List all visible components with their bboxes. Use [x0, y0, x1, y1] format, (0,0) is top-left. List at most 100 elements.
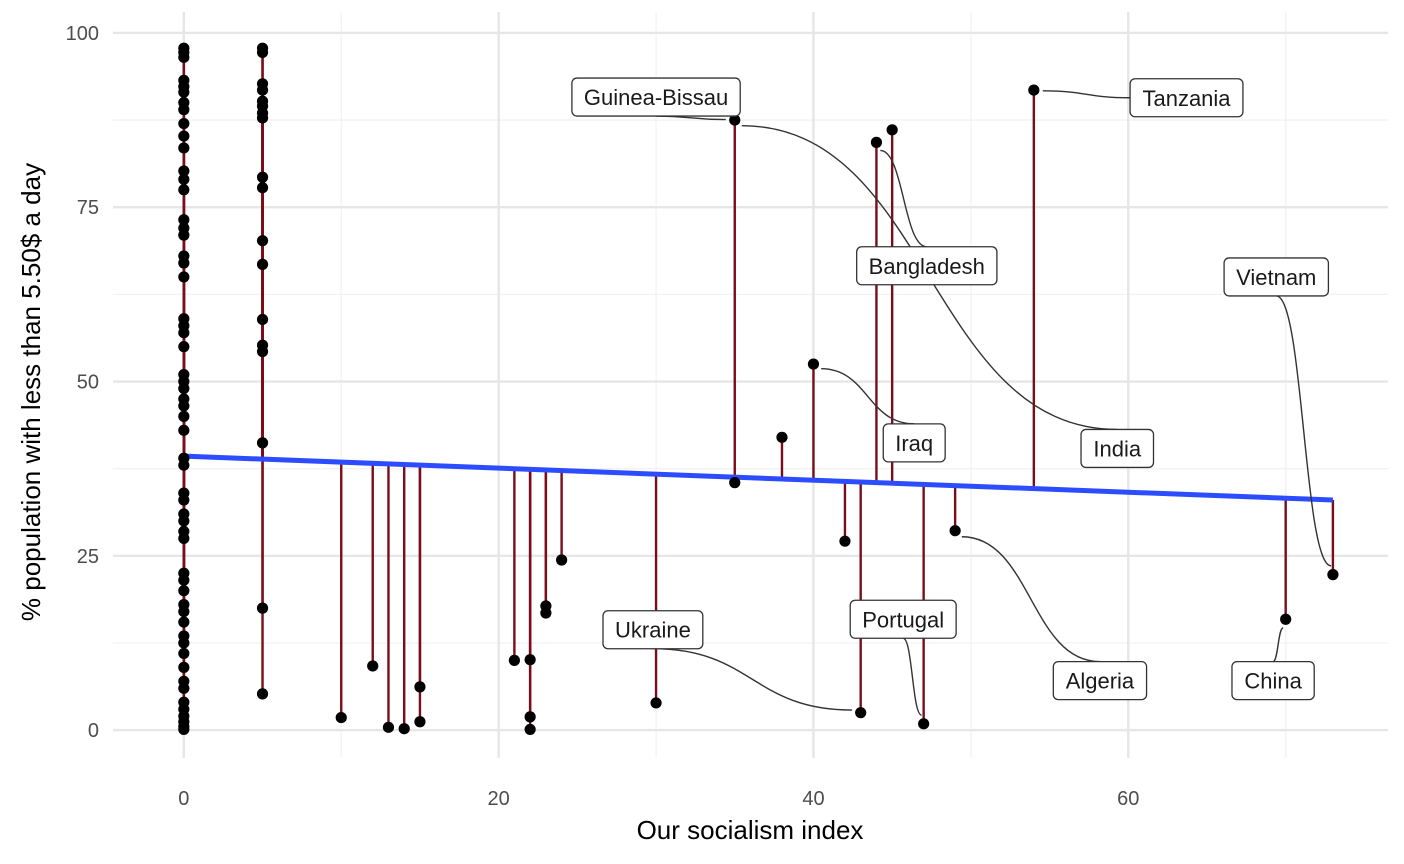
data-point: [886, 124, 898, 136]
annotation-box: [1052, 660, 1148, 701]
y-axis-ticks: 0 25 50 75 100: [66, 23, 99, 742]
annotation-label: China: [1244, 669, 1302, 694]
data-point: [256, 235, 269, 247]
data-point: [178, 341, 190, 353]
annotation-box: [1223, 257, 1330, 297]
annotation-connector: [1042, 90, 1131, 99]
annotation-connector: [902, 637, 923, 716]
data-point: [178, 382, 190, 395]
data-point: [256, 46, 269, 59]
data-point: [178, 647, 190, 660]
data-point: [729, 114, 741, 126]
annotation-box: [849, 599, 957, 639]
data-point: [414, 716, 426, 728]
data-point: [524, 654, 536, 666]
data-point: [256, 313, 269, 326]
data-point: [398, 723, 410, 735]
data-point: [855, 707, 867, 719]
data-point: [178, 585, 190, 597]
annotation-label: Guinea-Bissau: [584, 85, 728, 110]
x-tick-label: 40: [802, 788, 824, 810]
data-point: [178, 682, 190, 694]
grid: [113, 12, 1388, 758]
data-point: [178, 327, 190, 339]
data-point: [949, 525, 961, 537]
data-point: [178, 104, 190, 116]
data-point: [178, 51, 190, 63]
data-point: [256, 171, 269, 183]
annotation-box: [571, 77, 741, 117]
data-point: [178, 400, 190, 412]
annotation-connector: [1272, 627, 1284, 663]
data-point: [178, 257, 190, 269]
data-point: [256, 182, 269, 194]
data-point: [178, 214, 190, 226]
data-point: [256, 602, 269, 614]
data-point: [178, 424, 190, 436]
y-tick-label: 50: [77, 372, 99, 394]
annotation-connector: [880, 149, 927, 248]
y-tick-label: 100: [66, 23, 99, 45]
data-point: [178, 532, 190, 544]
data-point: [256, 112, 269, 124]
annotation-connector: [961, 536, 1100, 663]
data-point: [178, 605, 190, 618]
x-axis-title: Our socialism index: [637, 815, 864, 845]
data-point: [1028, 84, 1040, 96]
annotation-label: Vietnam: [1236, 265, 1316, 290]
data-point: [178, 574, 190, 586]
annotation-label: Ukraine: [615, 618, 691, 643]
annotation-box: [1231, 660, 1315, 701]
y-tick-label: 25: [77, 546, 99, 568]
data-point: [650, 697, 662, 709]
x-tick-label: 20: [488, 788, 510, 810]
annotation-box: [856, 246, 998, 286]
data-point: [540, 607, 552, 619]
data-point: [776, 431, 788, 443]
data-point: [556, 554, 568, 566]
annotation-label: Iraq: [895, 431, 933, 456]
data-point: [335, 711, 347, 724]
residual-lines: [182, 48, 1335, 730]
data-point: [178, 616, 190, 628]
fit-line-group: [183, 453, 1334, 503]
y-tick-label: 0: [88, 720, 99, 742]
x-axis-ticks: 0 20 40 60: [178, 788, 1139, 810]
data-point: [508, 654, 520, 666]
x-tick-label: 60: [1117, 788, 1139, 810]
data-point: [178, 271, 190, 283]
y-axis-title: % population with less than 5.50$ a day: [16, 163, 46, 621]
annotation-label: Algeria: [1066, 669, 1135, 694]
annotation-box: [1129, 78, 1244, 118]
annotation-label: Tanzania: [1142, 86, 1231, 111]
annotation-box: [882, 423, 946, 463]
data-point: [256, 688, 269, 700]
data-point: [1327, 569, 1339, 581]
data-point: [256, 84, 269, 96]
data-point: [178, 184, 190, 196]
annotation-label: Bangladesh: [869, 254, 985, 279]
annotation-connectors: [652, 90, 1332, 716]
annotation-label: Portugal: [862, 607, 944, 632]
fit-line: [183, 453, 1334, 503]
annotation-box: [602, 610, 704, 650]
data-point: [178, 410, 190, 422]
y-tick-label: 75: [77, 197, 99, 219]
data-points: [178, 42, 1339, 736]
x-tick-label: 0: [178, 788, 189, 810]
data-point: [839, 535, 851, 547]
data-point: [870, 136, 883, 148]
data-point: [178, 130, 190, 142]
data-point: [178, 637, 190, 649]
data-point: [807, 358, 820, 370]
data-point: [382, 721, 395, 733]
data-point: [178, 86, 190, 98]
data-point: [178, 723, 190, 736]
data-point: [414, 681, 426, 693]
annotation-box: [1080, 428, 1155, 469]
data-point: [178, 459, 190, 471]
data-point: [178, 173, 190, 185]
data-point: [178, 142, 190, 154]
annotation-connector: [821, 367, 915, 425]
